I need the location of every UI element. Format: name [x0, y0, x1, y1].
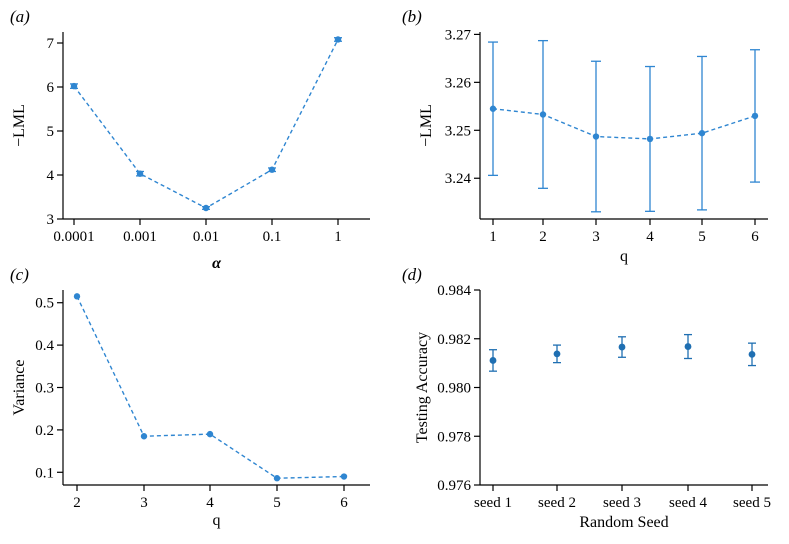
y-tick-label: 3.27 — [445, 27, 472, 43]
y-axis-label: −LML — [11, 104, 28, 147]
x-tick-label: 6 — [340, 495, 348, 511]
y-tick-label: 0.5 — [35, 296, 54, 312]
data-point — [140, 433, 148, 440]
x-axis-label: q — [620, 248, 628, 265]
x-tick-label: 6 — [751, 229, 759, 245]
data-point — [684, 343, 692, 350]
y-tick-label: 3.25 — [445, 123, 471, 139]
y-tick-label: 0.978 — [437, 429, 471, 445]
y-tick-label: 0.3 — [35, 381, 54, 397]
data-point — [698, 129, 706, 137]
x-tick-label: 0.001 — [123, 229, 157, 245]
x-tick-label: 1 — [334, 229, 342, 245]
data-point — [268, 166, 276, 173]
x-tick-label: 4 — [206, 495, 214, 511]
panel-c: 0.1 0.2 0.3 0.4 0.5 2 3 4 5 6 q Variance (c) — [10, 265, 370, 529]
panel-label: (c) — [10, 265, 29, 284]
y-axis-label: Variance — [11, 360, 28, 416]
data-point — [553, 350, 561, 358]
data-point — [73, 293, 81, 300]
x-tick-label: 3 — [592, 229, 600, 245]
y-tick-label: 3.26 — [445, 75, 472, 91]
series-line — [492, 108, 756, 140]
panel-label: (b) — [402, 7, 422, 26]
y-tick-label: 6 — [47, 80, 55, 96]
y-tick-label: 7 — [47, 36, 55, 52]
x-tick-label: 0.01 — [193, 229, 219, 245]
data-point — [592, 133, 600, 140]
panel-label: (a) — [10, 7, 30, 26]
data-point — [748, 350, 756, 358]
x-tick-label: 3 — [140, 495, 148, 511]
x-tick-label: seed 1 — [474, 495, 512, 511]
series-line — [76, 296, 345, 479]
x-tick-label: seed 2 — [538, 495, 576, 511]
data-point — [273, 475, 281, 482]
data-point — [489, 357, 497, 364]
y-tick-label: 0.980 — [437, 381, 471, 397]
panel-d: 0.976 0.978 0.980 0.982 0.984 seed 1 seed 2 see… — [402, 265, 771, 531]
data-point — [70, 82, 78, 90]
y-tick-label: 3 — [47, 212, 55, 228]
y-tick-label: 0.984 — [437, 283, 471, 299]
y-tick-label: 0.4 — [35, 338, 54, 354]
x-tick-label: 1 — [489, 229, 497, 245]
y-tick-label: 0.1 — [35, 465, 54, 481]
panel-b: 3.24 3.25 3.26 3.27 1 2 3 4 5 6 q −LML (b) — [402, 7, 768, 265]
y-tick-label: 0.976 — [437, 478, 471, 494]
x-tick-label: seed 3 — [603, 495, 641, 511]
data-point — [206, 430, 214, 438]
series-line — [73, 39, 339, 209]
panel-a: 3 4 5 6 7 0.0001 0.001 0.01 0.1 1 α −LML (a) — [10, 7, 370, 272]
panel-label: (d) — [402, 265, 422, 284]
data-point — [334, 36, 342, 43]
y-axis-label: Testing Accuracy — [414, 332, 431, 443]
x-tick-label: 2 — [73, 495, 81, 511]
data-point — [646, 135, 654, 143]
x-tick-label: 5 — [273, 495, 281, 511]
y-axis-label: −LML — [418, 104, 435, 147]
y-tick-label: 3.24 — [445, 171, 472, 187]
data-point — [489, 105, 497, 112]
x-tick-label: 0.1 — [263, 229, 282, 245]
x-tick-label: 0.0001 — [53, 229, 94, 245]
data-point — [340, 473, 348, 480]
data-point — [539, 111, 547, 118]
x-tick-label: seed 5 — [733, 495, 771, 511]
y-tick-label: 5 — [47, 124, 55, 140]
x-axis-label: α — [212, 255, 222, 272]
y-tick-label: 0.2 — [35, 423, 54, 439]
x-tick-label: seed 4 — [669, 495, 707, 511]
y-tick-label: 0.982 — [437, 332, 471, 348]
x-axis-label: Random Seed — [579, 514, 668, 531]
x-tick-label: 5 — [698, 229, 706, 245]
x-axis-label: q — [213, 512, 221, 529]
y-tick-label: 4 — [47, 168, 55, 184]
data-point — [618, 343, 626, 351]
x-tick-label: 2 — [539, 229, 547, 245]
x-tick-label: 4 — [646, 229, 654, 245]
data-point — [136, 170, 144, 177]
data-point — [751, 112, 759, 120]
data-point — [202, 204, 210, 212]
